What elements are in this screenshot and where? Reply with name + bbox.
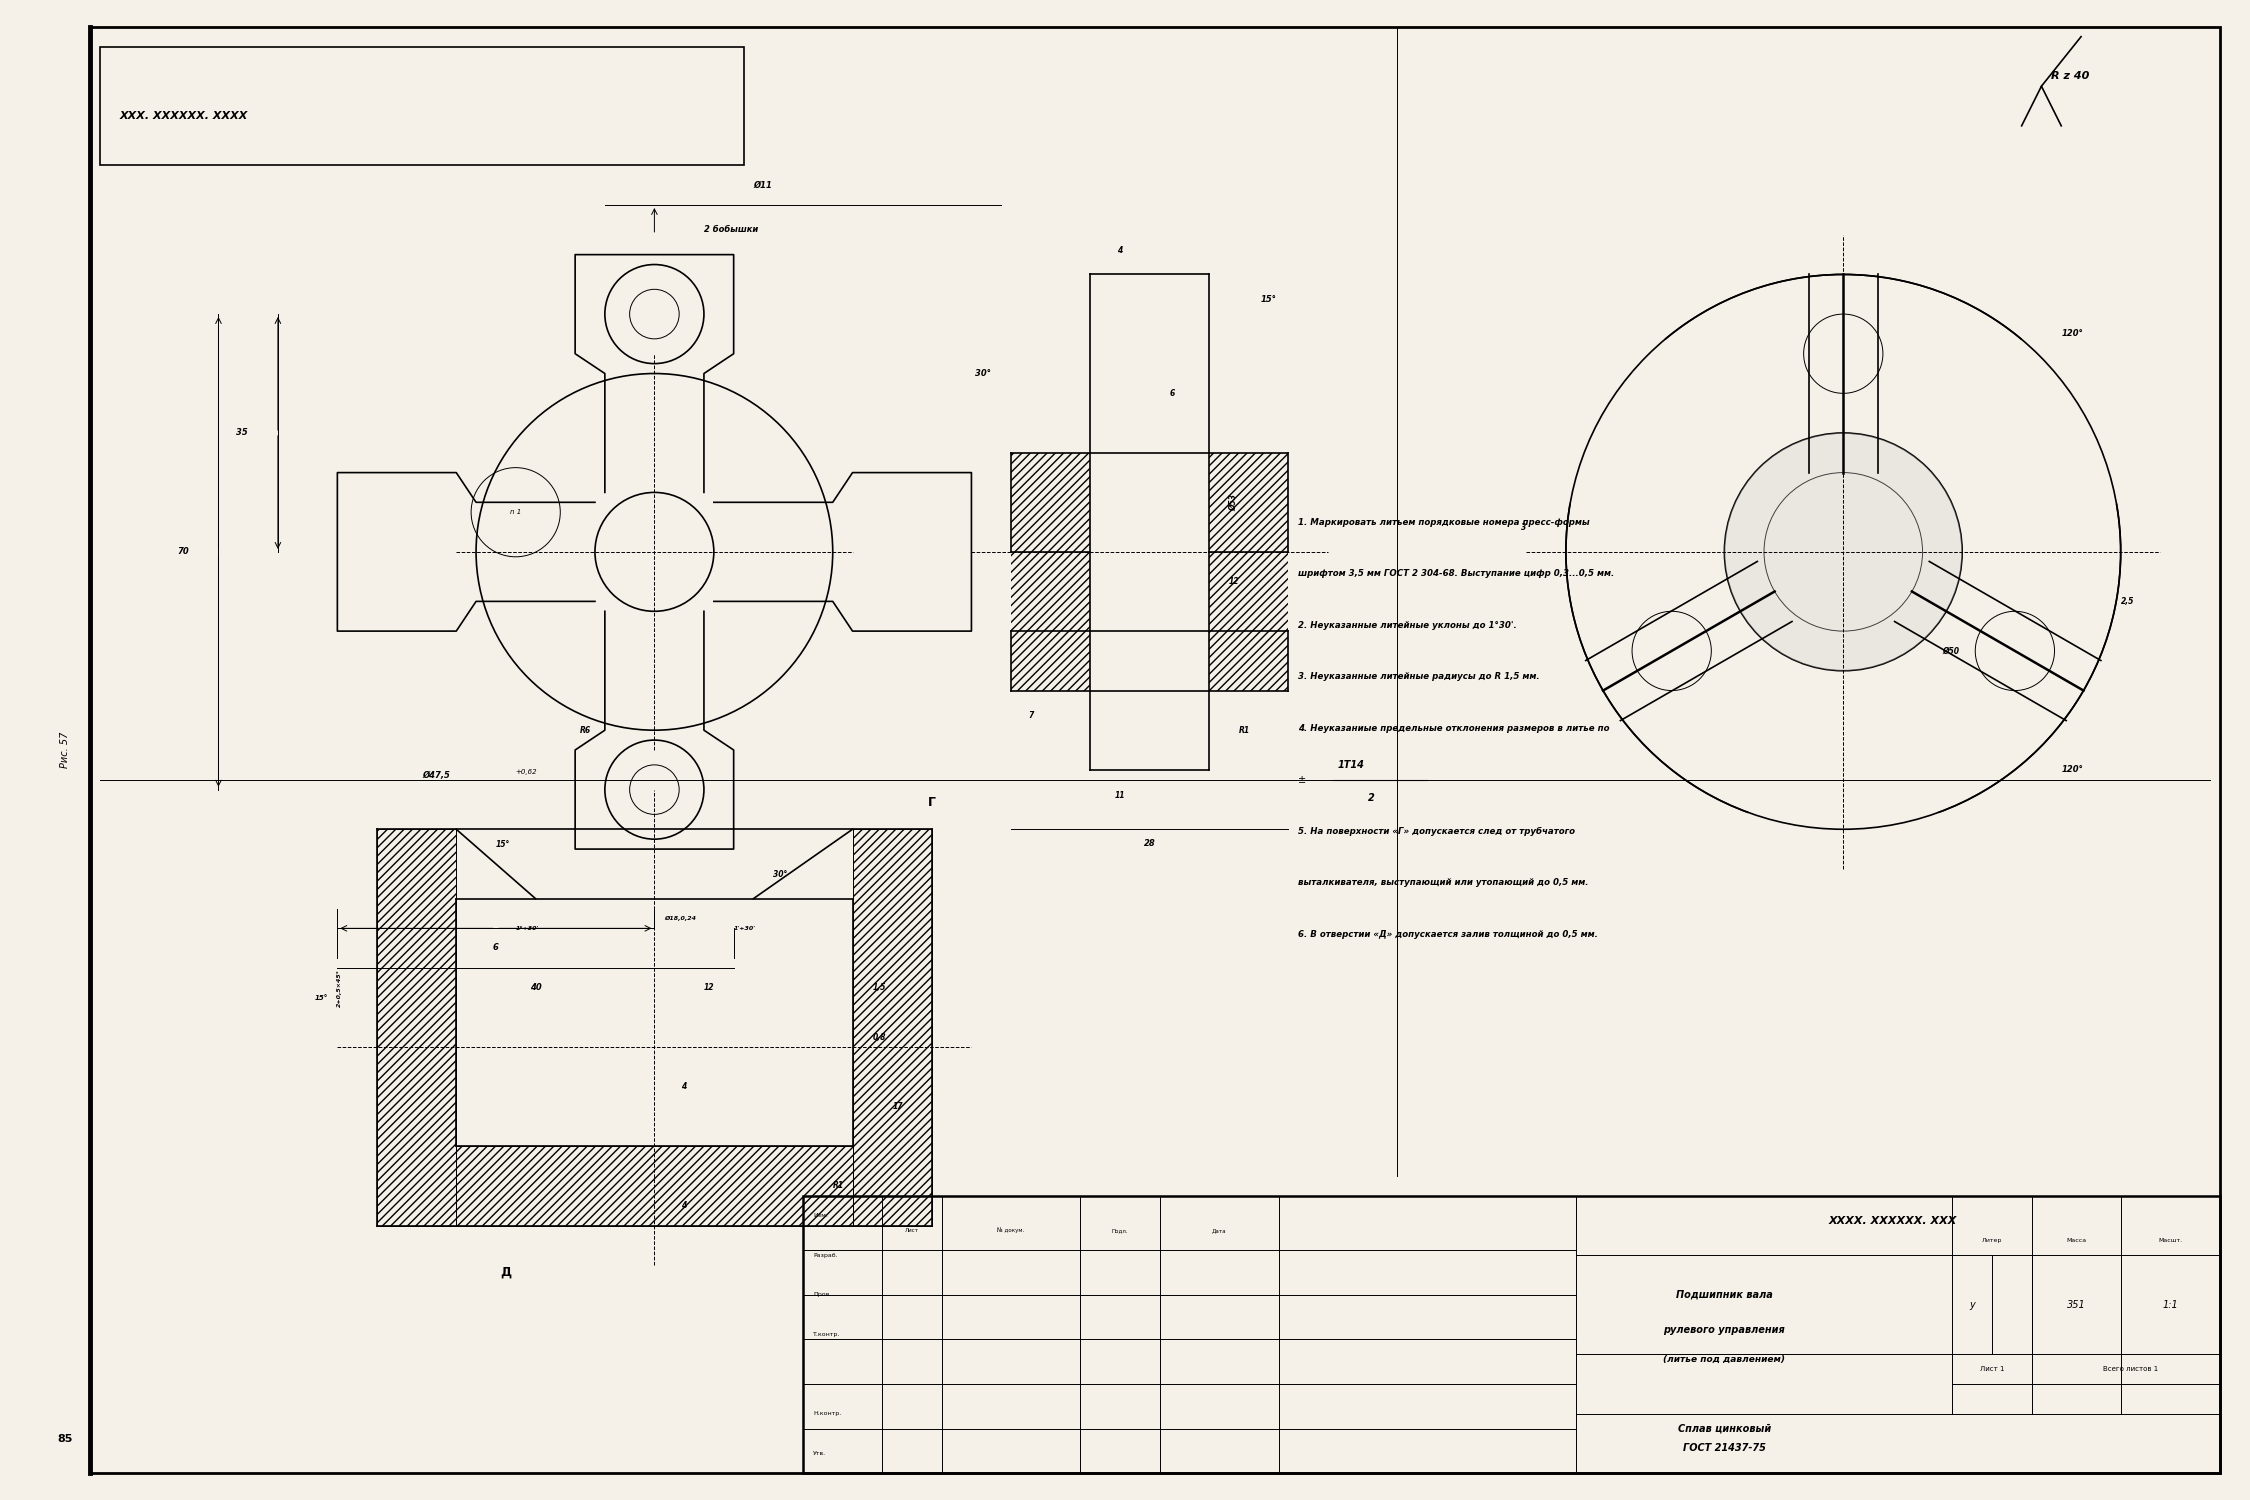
Text: Подшипник вала: Подшипник вала xyxy=(1676,1290,1773,1300)
Text: 17: 17 xyxy=(893,1102,902,1112)
Text: № докум.: № докум. xyxy=(997,1227,1024,1233)
Text: 15°: 15° xyxy=(315,994,328,1000)
Text: шрифтом 3,5 мм ГОСТ 2 304-68. Выступание цифр 0,3...0,5 мм.: шрифтом 3,5 мм ГОСТ 2 304-68. Выступание… xyxy=(1298,568,1616,578)
Text: R1: R1 xyxy=(1240,726,1251,735)
Text: Лист: Лист xyxy=(904,1228,918,1233)
Text: 30°: 30° xyxy=(974,369,992,378)
Text: Лист 1: Лист 1 xyxy=(1980,1366,2005,1372)
Text: рулевого управления: рулевого управления xyxy=(1663,1324,1784,1335)
Text: 28: 28 xyxy=(1143,839,1156,848)
Text: 3: 3 xyxy=(1521,524,1526,532)
Text: 1'+30': 1'+30' xyxy=(734,926,756,932)
Text: 11: 11 xyxy=(1114,790,1125,800)
Text: 1:1: 1:1 xyxy=(2162,1300,2178,1310)
Text: (литье под давлением): (литье под давлением) xyxy=(1663,1354,1786,1364)
Text: 2 бобышки: 2 бобышки xyxy=(704,225,758,234)
Text: Т.контр.: Т.контр. xyxy=(812,1332,839,1336)
Text: Масшт.: Масшт. xyxy=(2158,1238,2182,1244)
Text: 15°: 15° xyxy=(1260,296,1276,304)
Text: XXXX. XXXXXX. XXX: XXXX. XXXXXX. XXX xyxy=(1829,1215,1958,1225)
Text: Дата: Дата xyxy=(1213,1228,1226,1233)
Text: 3. Неуказанные литейные радиусы до R 1,5 мм.: 3. Неуказанные литейные радиусы до R 1,5… xyxy=(1298,672,1539,681)
Text: 351: 351 xyxy=(2068,1300,2086,1310)
Text: 6: 6 xyxy=(1170,388,1174,398)
Text: 30°: 30° xyxy=(774,870,787,879)
Text: Литер: Литер xyxy=(1982,1238,2002,1244)
Text: 15°: 15° xyxy=(495,840,511,849)
Text: 70: 70 xyxy=(178,548,189,556)
Text: Н.контр.: Н.контр. xyxy=(812,1412,842,1416)
Text: 40: 40 xyxy=(529,982,542,992)
Text: Всего листов 1: Всего листов 1 xyxy=(2104,1366,2158,1372)
Text: 120°: 120° xyxy=(2061,765,2084,774)
Text: 2,5: 2,5 xyxy=(2122,597,2133,606)
Text: 4: 4 xyxy=(682,1202,686,1210)
Text: XXX. XXXXXX. XXXX: XXX. XXXXXX. XXXX xyxy=(119,111,248,122)
Bar xyxy=(99,46,743,165)
Text: 1°+30': 1°+30' xyxy=(515,926,540,932)
Text: 5. На поверхности «Г» допускается след от трубчатого: 5. На поверхности «Г» допускается след о… xyxy=(1298,827,1575,836)
Text: 85: 85 xyxy=(56,1434,72,1443)
Text: Д: Д xyxy=(500,1264,511,1278)
Text: 1. Маркировать литьем порядковые номера пресс-формы: 1. Маркировать литьем порядковые номера … xyxy=(1298,518,1591,526)
Text: Сплав цинковый: Сплав цинковый xyxy=(1678,1424,1771,1434)
Text: 4. Неуказаниые предельные отклонения размеров в литье по: 4. Неуказаниые предельные отклонения раз… xyxy=(1298,723,1611,732)
Text: 120°: 120° xyxy=(2061,330,2084,339)
Text: R z 40: R z 40 xyxy=(2052,72,2090,81)
Text: Пров.: Пров. xyxy=(812,1293,830,1298)
Text: 4: 4 xyxy=(682,1083,686,1092)
Text: ±: ± xyxy=(1298,774,1307,784)
Wedge shape xyxy=(1724,433,1962,670)
Text: выталкивателя, выступающий или утопающий до 0,5 мм.: выталкивателя, выступающий или утопающий… xyxy=(1298,879,1588,888)
Bar xyxy=(853,830,932,1226)
Text: Масса: Масса xyxy=(2066,1238,2086,1244)
Text: 35: 35 xyxy=(236,429,248,438)
Text: Ø11: Ø11 xyxy=(754,182,772,190)
Text: 1,5: 1,5 xyxy=(873,984,886,993)
Text: Ø47,5: Ø47,5 xyxy=(423,771,450,780)
Text: ГОСТ 21437-75: ГОСТ 21437-75 xyxy=(1683,1443,1766,1454)
Text: 6. В отверстии «Д» допускается залив толщиной до 0,5 мм.: 6. В отверстии «Д» допускается залив тол… xyxy=(1298,930,1598,939)
Text: R1: R1 xyxy=(832,1182,844,1191)
Text: 6: 6 xyxy=(493,944,500,952)
Text: у: у xyxy=(1969,1300,1976,1310)
Bar xyxy=(803,1196,2221,1473)
Text: Утв.: Утв. xyxy=(812,1450,826,1456)
Bar xyxy=(378,830,457,1226)
Text: 12: 12 xyxy=(1228,578,1240,586)
Text: Рис. 57: Рис. 57 xyxy=(61,732,70,768)
Text: 2+0,5×45°: 2+0,5×45° xyxy=(338,969,342,1006)
Bar xyxy=(1208,453,1289,690)
Text: Разраб.: Разраб. xyxy=(812,1252,837,1258)
Text: 2: 2 xyxy=(1368,792,1375,802)
Text: Г: Г xyxy=(927,796,936,810)
Text: Ø18,0,24: Ø18,0,24 xyxy=(664,916,695,921)
Text: 1Т14: 1Т14 xyxy=(1339,760,1366,770)
Text: 0,8: 0,8 xyxy=(873,1034,886,1042)
Bar xyxy=(1010,453,1091,690)
Text: 4: 4 xyxy=(1118,246,1123,255)
Text: n 1: n 1 xyxy=(511,509,522,515)
Text: Ø50: Ø50 xyxy=(1942,646,1960,656)
Text: +0,62: +0,62 xyxy=(515,770,538,776)
Text: 12: 12 xyxy=(704,984,716,993)
Text: 7: 7 xyxy=(1028,711,1033,720)
Text: Изм.: Изм. xyxy=(812,1214,828,1218)
Text: Ø53: Ø53 xyxy=(1228,494,1238,512)
Text: Подл.: Подл. xyxy=(1112,1228,1127,1233)
Text: 2. Неуказанные литейные уклоны до 1°30'.: 2. Неуказанные литейные уклоны до 1°30'. xyxy=(1298,621,1517,630)
Bar xyxy=(457,1146,853,1226)
Text: R6: R6 xyxy=(580,726,590,735)
